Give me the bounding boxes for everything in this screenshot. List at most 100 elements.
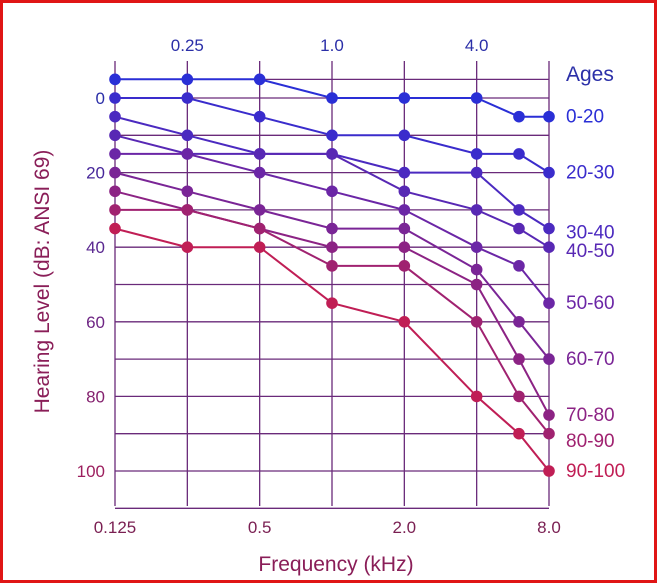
data-point [326, 185, 338, 198]
data-point [513, 260, 525, 272]
data-point [109, 185, 121, 198]
data-point [326, 222, 338, 235]
data-point [470, 166, 483, 179]
series-20-30 [109, 92, 555, 179]
data-point [398, 204, 411, 216]
data-point [470, 148, 483, 160]
data-point [109, 92, 121, 104]
data-point [470, 316, 483, 328]
data-point [253, 166, 266, 179]
data-point [253, 204, 266, 216]
data-point [470, 204, 483, 216]
data-point [513, 110, 525, 123]
data-point [181, 148, 194, 160]
legend-title: Ages [566, 63, 614, 86]
data-point [326, 260, 338, 272]
data-point [543, 110, 555, 123]
data-point [398, 185, 411, 198]
data-point [326, 148, 338, 160]
series-line [114, 134, 550, 249]
data-point [543, 222, 555, 235]
data-point [513, 353, 525, 365]
y-tick-label: 60 [86, 313, 105, 332]
data-point [470, 92, 483, 104]
x-top-tick-label: 1.0 [320, 36, 344, 55]
x-tick-label: 0.125 [94, 518, 137, 537]
legend-label: 40-50 [566, 241, 615, 262]
legend-label: 80-90 [566, 431, 615, 452]
data-point [470, 263, 483, 276]
series-line [115, 208, 550, 435]
data-point [470, 241, 483, 253]
data-point [253, 222, 266, 235]
series-line [114, 227, 550, 472]
data-point [253, 241, 266, 253]
series-50-60 [109, 148, 555, 309]
data-point [470, 390, 483, 403]
y-tick-label: 0 [96, 89, 105, 108]
legend-label: 90-100 [566, 461, 625, 482]
series-line [115, 152, 550, 304]
legend-label: 60-70 [566, 349, 615, 370]
y-tick-label: 20 [86, 164, 105, 183]
data-point [398, 129, 411, 142]
y-tick-label: 80 [86, 387, 105, 406]
legend-label: 50-60 [566, 293, 615, 314]
y-axis-title: Hearing Level (dB: ANSI 69) [31, 150, 54, 414]
y-tick-label: 100 [77, 462, 105, 481]
data-point [109, 129, 121, 142]
series-60-70 [109, 166, 555, 365]
data-point [109, 148, 121, 160]
x-tick-label: 0.5 [248, 518, 272, 537]
x-tick-label: 2.0 [393, 518, 417, 537]
x-top-tick-label: 0.25 [171, 36, 204, 55]
data-point [543, 427, 555, 440]
data-point [326, 129, 338, 142]
data-point [181, 129, 194, 142]
data-point [543, 409, 555, 421]
data-point [253, 73, 266, 86]
data-point [181, 92, 194, 104]
y-tick-label: 40 [86, 238, 105, 257]
data-point [398, 92, 411, 104]
series-line [115, 78, 549, 118]
series-layer [109, 73, 555, 477]
series-40-50 [109, 129, 555, 253]
data-point [398, 241, 411, 253]
x-top-tick-label: 4.0 [465, 36, 489, 55]
data-point [181, 204, 194, 216]
data-point [326, 297, 338, 309]
data-point [398, 222, 411, 235]
series-80-90 [109, 204, 555, 440]
data-point [513, 148, 525, 160]
data-point [470, 278, 483, 291]
data-point [513, 316, 525, 328]
data-point [513, 204, 525, 216]
data-point [326, 92, 338, 104]
data-point [181, 185, 194, 198]
series-line [114, 115, 550, 230]
data-point [253, 110, 266, 123]
data-point [181, 241, 194, 253]
x-tick-label: 8.0 [537, 518, 561, 537]
series-line [115, 97, 550, 174]
series-0-20 [109, 73, 555, 123]
hearing-level-chart: 0.125 0.5 2.0 8.0 0.25 1.0 4.0 0 20 40 60 80 100 Hea… [31, 36, 625, 576]
legend-label: 70-80 [566, 405, 615, 426]
data-point [398, 260, 411, 272]
x-axis-title: Frequency (kHz) [258, 553, 413, 576]
data-point [253, 148, 266, 160]
data-point [181, 73, 194, 86]
legend-label: 30-40 [566, 222, 615, 243]
data-point [326, 241, 338, 253]
series-line [114, 171, 550, 360]
data-point [109, 204, 121, 216]
data-point [543, 241, 555, 253]
data-point [109, 73, 121, 86]
tick-labels: 0.125 0.5 2.0 8.0 0.25 1.0 4.0 0 20 40 60 80 100 [77, 36, 561, 537]
data-point [398, 166, 411, 179]
legend-label: 20-30 [566, 163, 615, 184]
data-point [543, 166, 555, 179]
data-point [109, 110, 121, 123]
